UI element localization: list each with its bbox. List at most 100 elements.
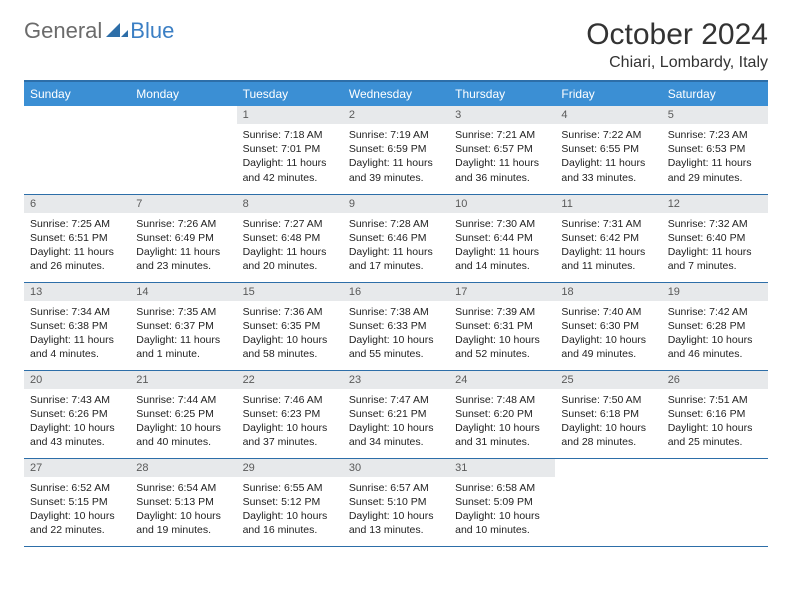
sunset-text: Sunset: 6:25 PM	[136, 407, 230, 421]
sunset-text: Sunset: 6:18 PM	[561, 407, 655, 421]
daylight-text: Daylight: 10 hours and 16 minutes.	[243, 509, 337, 537]
logo-text-general: General	[24, 18, 102, 44]
sunrise-text: Sunrise: 7:19 AM	[349, 128, 443, 142]
sunset-text: Sunset: 5:09 PM	[455, 495, 549, 509]
day-body: Sunrise: 6:54 AMSunset: 5:13 PMDaylight:…	[130, 477, 236, 540]
day-number: 9	[343, 195, 449, 213]
day-number: 14	[130, 283, 236, 301]
sunrise-text: Sunrise: 7:25 AM	[30, 217, 124, 231]
daylight-text: Daylight: 11 hours and 33 minutes.	[561, 156, 655, 184]
dayname-wed: Wednesday	[343, 81, 449, 106]
sunrise-text: Sunrise: 7:50 AM	[561, 393, 655, 407]
sunset-text: Sunset: 6:26 PM	[30, 407, 124, 421]
calendar-cell: 18Sunrise: 7:40 AMSunset: 6:30 PMDayligh…	[555, 282, 661, 370]
daylight-text: Daylight: 11 hours and 29 minutes.	[668, 156, 762, 184]
daylight-text: Daylight: 10 hours and 55 minutes.	[349, 333, 443, 361]
sunset-text: Sunset: 6:59 PM	[349, 142, 443, 156]
calendar-row: 1Sunrise: 7:18 AMSunset: 7:01 PMDaylight…	[24, 106, 768, 194]
daylight-text: Daylight: 11 hours and 1 minute.	[136, 333, 230, 361]
calendar-cell: 24Sunrise: 7:48 AMSunset: 6:20 PMDayligh…	[449, 370, 555, 458]
calendar-cell: 30Sunrise: 6:57 AMSunset: 5:10 PMDayligh…	[343, 458, 449, 546]
daylight-text: Daylight: 10 hours and 40 minutes.	[136, 421, 230, 449]
day-body: Sunrise: 7:43 AMSunset: 6:26 PMDaylight:…	[24, 389, 130, 452]
calendar-table: Sunday Monday Tuesday Wednesday Thursday…	[24, 80, 768, 547]
dayname-thu: Thursday	[449, 81, 555, 106]
location-label: Chiari, Lombardy, Italy	[586, 54, 768, 72]
sunrise-text: Sunrise: 7:47 AM	[349, 393, 443, 407]
day-body: Sunrise: 7:30 AMSunset: 6:44 PMDaylight:…	[449, 213, 555, 276]
sunrise-text: Sunrise: 6:52 AM	[30, 481, 124, 495]
calendar-cell: 25Sunrise: 7:50 AMSunset: 6:18 PMDayligh…	[555, 370, 661, 458]
calendar-row: 6Sunrise: 7:25 AMSunset: 6:51 PMDaylight…	[24, 194, 768, 282]
calendar-cell: 22Sunrise: 7:46 AMSunset: 6:23 PMDayligh…	[237, 370, 343, 458]
day-body: Sunrise: 7:47 AMSunset: 6:21 PMDaylight:…	[343, 389, 449, 452]
day-number: 23	[343, 371, 449, 389]
sunset-text: Sunset: 5:12 PM	[243, 495, 337, 509]
calendar-row: 27Sunrise: 6:52 AMSunset: 5:15 PMDayligh…	[24, 458, 768, 546]
day-number: 16	[343, 283, 449, 301]
sunrise-text: Sunrise: 7:38 AM	[349, 305, 443, 319]
calendar-cell: 1Sunrise: 7:18 AMSunset: 7:01 PMDaylight…	[237, 106, 343, 194]
sunrise-text: Sunrise: 7:31 AM	[561, 217, 655, 231]
daylight-text: Daylight: 11 hours and 4 minutes.	[30, 333, 124, 361]
calendar-cell: 26Sunrise: 7:51 AMSunset: 6:16 PMDayligh…	[662, 370, 768, 458]
day-number: 8	[237, 195, 343, 213]
daylight-text: Daylight: 10 hours and 28 minutes.	[561, 421, 655, 449]
calendar-cell: 8Sunrise: 7:27 AMSunset: 6:48 PMDaylight…	[237, 194, 343, 282]
day-body: Sunrise: 7:40 AMSunset: 6:30 PMDaylight:…	[555, 301, 661, 364]
sunset-text: Sunset: 6:30 PM	[561, 319, 655, 333]
calendar-cell: 20Sunrise: 7:43 AMSunset: 6:26 PMDayligh…	[24, 370, 130, 458]
day-body: Sunrise: 7:26 AMSunset: 6:49 PMDaylight:…	[130, 213, 236, 276]
sunset-text: Sunset: 6:21 PM	[349, 407, 443, 421]
day-body: Sunrise: 7:50 AMSunset: 6:18 PMDaylight:…	[555, 389, 661, 452]
day-number: 7	[130, 195, 236, 213]
sunrise-text: Sunrise: 6:55 AM	[243, 481, 337, 495]
day-number: 5	[662, 106, 768, 124]
sunrise-text: Sunrise: 6:57 AM	[349, 481, 443, 495]
sunrise-text: Sunrise: 7:39 AM	[455, 305, 549, 319]
sunset-text: Sunset: 6:31 PM	[455, 319, 549, 333]
daylight-text: Daylight: 11 hours and 11 minutes.	[561, 245, 655, 273]
calendar-cell: 27Sunrise: 6:52 AMSunset: 5:15 PMDayligh…	[24, 458, 130, 546]
sunset-text: Sunset: 6:57 PM	[455, 142, 549, 156]
sunrise-text: Sunrise: 7:42 AM	[668, 305, 762, 319]
sunset-text: Sunset: 6:42 PM	[561, 231, 655, 245]
month-title: October 2024	[586, 18, 768, 52]
day-body: Sunrise: 7:22 AMSunset: 6:55 PMDaylight:…	[555, 124, 661, 187]
day-body: Sunrise: 7:31 AMSunset: 6:42 PMDaylight:…	[555, 213, 661, 276]
daylight-text: Daylight: 11 hours and 14 minutes.	[455, 245, 549, 273]
day-body: Sunrise: 6:57 AMSunset: 5:10 PMDaylight:…	[343, 477, 449, 540]
calendar-cell: 23Sunrise: 7:47 AMSunset: 6:21 PMDayligh…	[343, 370, 449, 458]
daylight-text: Daylight: 10 hours and 10 minutes.	[455, 509, 549, 537]
calendar-cell: 31Sunrise: 6:58 AMSunset: 5:09 PMDayligh…	[449, 458, 555, 546]
sunrise-text: Sunrise: 7:46 AM	[243, 393, 337, 407]
day-number: 26	[662, 371, 768, 389]
day-number: 30	[343, 459, 449, 477]
day-number: 1	[237, 106, 343, 124]
daylight-text: Daylight: 10 hours and 43 minutes.	[30, 421, 124, 449]
calendar-cell: 28Sunrise: 6:54 AMSunset: 5:13 PMDayligh…	[130, 458, 236, 546]
calendar-cell: 6Sunrise: 7:25 AMSunset: 6:51 PMDaylight…	[24, 194, 130, 282]
sunrise-text: Sunrise: 7:28 AM	[349, 217, 443, 231]
day-body: Sunrise: 7:21 AMSunset: 6:57 PMDaylight:…	[449, 124, 555, 187]
calendar-cell	[24, 106, 130, 194]
day-number: 27	[24, 459, 130, 477]
calendar-cell: 2Sunrise: 7:19 AMSunset: 6:59 PMDaylight…	[343, 106, 449, 194]
title-block: October 2024 Chiari, Lombardy, Italy	[586, 18, 768, 72]
calendar-cell	[662, 458, 768, 546]
day-body: Sunrise: 7:19 AMSunset: 6:59 PMDaylight:…	[343, 124, 449, 187]
day-body: Sunrise: 7:42 AMSunset: 6:28 PMDaylight:…	[662, 301, 768, 364]
dayname-sat: Saturday	[662, 81, 768, 106]
sunset-text: Sunset: 6:37 PM	[136, 319, 230, 333]
daylight-text: Daylight: 11 hours and 20 minutes.	[243, 245, 337, 273]
calendar-cell: 21Sunrise: 7:44 AMSunset: 6:25 PMDayligh…	[130, 370, 236, 458]
header: General Blue October 2024 Chiari, Lombar…	[24, 18, 768, 72]
sunrise-text: Sunrise: 7:40 AM	[561, 305, 655, 319]
calendar-cell: 14Sunrise: 7:35 AMSunset: 6:37 PMDayligh…	[130, 282, 236, 370]
calendar-cell: 16Sunrise: 7:38 AMSunset: 6:33 PMDayligh…	[343, 282, 449, 370]
day-number: 3	[449, 106, 555, 124]
daylight-text: Daylight: 10 hours and 19 minutes.	[136, 509, 230, 537]
day-body: Sunrise: 7:44 AMSunset: 6:25 PMDaylight:…	[130, 389, 236, 452]
daylight-text: Daylight: 10 hours and 13 minutes.	[349, 509, 443, 537]
day-body: Sunrise: 7:34 AMSunset: 6:38 PMDaylight:…	[24, 301, 130, 364]
